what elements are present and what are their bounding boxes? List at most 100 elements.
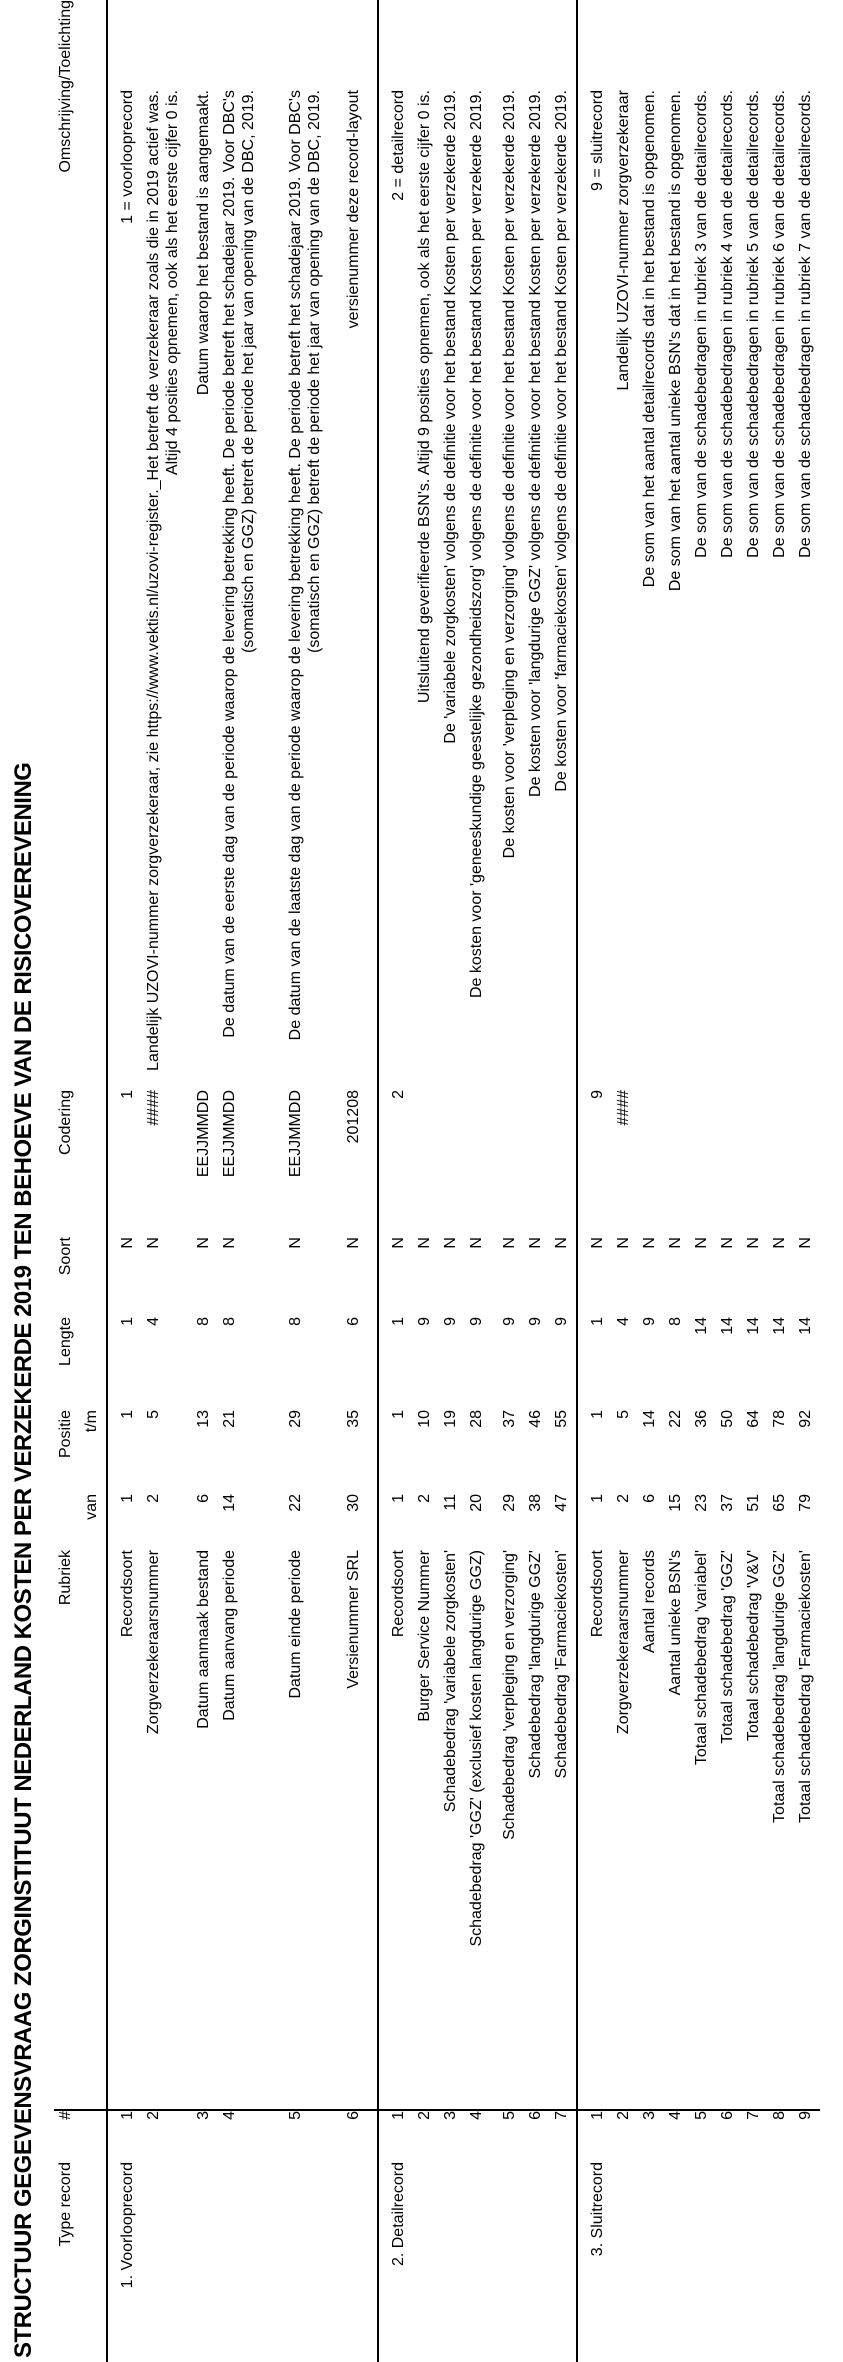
cell-omschrijving: versienummer deze record-layout	[342, 0, 378, 1090]
cell-soort: N	[221, 1237, 238, 1249]
cell-omschrijving: Datum waarop het bestand is aangemaakt.	[192, 0, 218, 1090]
cell-rubriek: Recordsoort	[589, 1550, 606, 1638]
cell-rubriek: Recordsoort	[390, 1550, 407, 1638]
cell-van: 2	[145, 1494, 162, 1503]
omschrijving-text: De datum van de eerste dag van de period…	[221, 90, 257, 1038]
spec-row: 5 Datum einde periode 22 29 8 N EEJJMMDD De dat…	[284, 0, 342, 2362]
header-omschrijving: Omschrijving/Toelichting	[57, 0, 74, 173]
record-type-label: 3. Sluitrecord	[589, 2162, 606, 2257]
cell-rubriek: Schadebedrag 'langdurige GGZ'	[527, 1550, 544, 1779]
cell-tm: 21	[221, 1410, 238, 1428]
cell-nr: 4	[218, 2110, 284, 2162]
cell-tm: 36	[693, 1410, 710, 1428]
cell-rubriek: Aantal unieke BSN's	[667, 1550, 684, 1696]
cell-van: 65	[771, 1494, 788, 1512]
spec-row: 9 Totaal schadebedrag 'Farmaciekosten' 79 9…	[794, 0, 820, 2362]
cell-soort: N	[527, 1237, 544, 1249]
cell-nr: 9	[794, 2110, 820, 2162]
cell-soort: N	[553, 1237, 570, 1249]
cell-omschrijving: 9 = sluitrecord	[577, 0, 612, 1090]
cell-codering	[550, 1090, 577, 1237]
cell-rubriek: Burger Service Nummer	[416, 1550, 433, 1722]
cell-codering	[638, 1090, 664, 1237]
omschrijving-text: Landelijk UZOVI-nummer zorgverzekeraar	[615, 90, 632, 391]
cell-lengte: 1	[119, 1317, 136, 1326]
record-group: 1. Voorlooprecord 1 Recordsoort 1 1 1 N 1 1 = vo…	[107, 0, 378, 2362]
cell-codering	[524, 1090, 550, 1237]
cell-soort: N	[797, 1237, 814, 1249]
cell-lengte: 8	[195, 1317, 212, 1326]
cell-rubriek: Totaal schadebedrag 'langdurige GGZ'	[771, 1550, 788, 1823]
cell-rubriek: Recordsoort	[119, 1550, 136, 1638]
omschrijving-text: De som van de schadebedragen in rubriek …	[745, 90, 762, 558]
cell-nr: 5	[690, 2110, 716, 2162]
cell-nr: 7	[550, 2110, 577, 2162]
header-lengte: Lengte	[57, 1317, 74, 1366]
omschrijving-text: versienummer deze record-layout	[345, 90, 362, 329]
omschrijving-text: Uitsluitend geverifieerde BSN's. Altijd …	[416, 90, 433, 704]
cell-codering	[716, 1090, 742, 1237]
cell-lengte: 8	[667, 1317, 684, 1326]
cell-codering	[439, 1090, 465, 1237]
cell-tm: 29	[287, 1410, 304, 1428]
cell-van: 2	[416, 1494, 433, 1503]
cell-codering	[498, 1090, 524, 1237]
omschrijving-text: De kosten voor 'farmaciekosten' volgens …	[553, 90, 570, 792]
spec-row: 6 Totaal schadebedrag 'GGZ' 37 50 14 N De som …	[716, 0, 742, 2362]
cell-lengte: 1	[390, 1317, 407, 1326]
omschrijving-text: Datum waarop het bestand is aangemaakt.	[195, 90, 212, 396]
cell-nr: 6	[716, 2110, 742, 2162]
cell-rubriek: Datum aanmaak bestand	[195, 1550, 212, 1729]
spec-row: 3 Aantal records 6 14 9 N De som van het aanta…	[638, 0, 664, 2362]
cell-omschrijving: De som van de schadebedragen in rubriek …	[742, 0, 768, 1090]
cell-lengte: 9	[553, 1317, 570, 1326]
cell-lengte: 9	[527, 1317, 544, 1326]
cell-rubriek: Schadebedrag 'variabele zorgkosten'	[442, 1550, 459, 1813]
header-soort: Soort	[57, 1237, 74, 1276]
cell-tm: 1	[390, 1410, 407, 1419]
cell-soort: N	[345, 1237, 362, 1249]
cell-omschrijving: 2 = detailrecord	[378, 0, 413, 1090]
omschrijving-text: De som van het aantal detailrecords dat …	[641, 90, 658, 588]
omschrijving-text: 2 = detailrecord	[390, 90, 407, 201]
table-header: Type record # Rubriek Positie Lengte Soo…	[54, 0, 107, 2362]
spec-row: 2 Burger Service Nummer 2 10 9 N Uitsluitend g…	[413, 0, 439, 2362]
cell-soort: N	[501, 1237, 518, 1249]
cell-codering: ####	[615, 1090, 632, 1126]
cell-lengte: 8	[287, 1317, 304, 1326]
spec-row: 3 Datum aanmaak bestand 6 13 8 N EEJJMMDD Datum…	[192, 0, 218, 2362]
cell-rubriek: Datum aanvang periode	[221, 1550, 238, 1721]
cell-soort: N	[287, 1237, 304, 1249]
cell-rubriek: Totaal schadebedrag 'Farmaciekosten'	[797, 1550, 814, 1823]
cell-van: 47	[553, 1494, 570, 1512]
cell-nr: 1	[107, 2110, 142, 2162]
cell-lengte: 1	[589, 1317, 606, 1326]
cell-omschrijving: De som van het aantal unieke BSN's dat i…	[664, 0, 690, 1090]
cell-lengte: 14	[719, 1317, 736, 1335]
cell-soort: N	[589, 1237, 606, 1249]
cell-nr: 3	[192, 2110, 218, 2162]
cell-rubriek: Totaal schadebedrag 'variabel'	[693, 1550, 710, 1766]
cell-omschrijving: De datum van de eerste dag van de period…	[218, 0, 284, 1090]
spec-row: 2. Detailrecord 1 Recordsoort 1 1 1 N 2 2 = deta…	[378, 0, 413, 2362]
record-group: 3. Sluitrecord 1 Recordsoort 1 1 1 N 9 9 = sluit…	[577, 0, 820, 2362]
cell-tm: 46	[527, 1410, 544, 1428]
cell-nr: 2	[142, 2110, 192, 2162]
cell-omschrijving: De som van de schadebedragen in rubriek …	[794, 0, 820, 1090]
cell-nr: 8	[768, 2110, 794, 2162]
cell-van: 14	[221, 1494, 238, 1512]
cell-van: 51	[745, 1494, 762, 1512]
cell-codering	[768, 1090, 794, 1237]
spec-row: 6 Versienummer SRL 30 35 6 N 201208 versienumme…	[342, 0, 378, 2362]
cell-van: 37	[719, 1494, 736, 1512]
cell-lengte: 14	[693, 1317, 710, 1335]
cell-van: 22	[287, 1494, 304, 1512]
cell-soort: N	[145, 1237, 162, 1249]
cell-omschrijving: Landelijk UZOVI-nummer zorgverzekeraar, …	[142, 0, 192, 1090]
cell-tm: 35	[345, 1410, 362, 1428]
record-type-label: 2. Detailrecord	[390, 2162, 407, 2267]
cell-lengte: 4	[615, 1317, 632, 1326]
cell-soort: N	[195, 1237, 212, 1249]
cell-soort: N	[615, 1237, 632, 1249]
header-rubriek: Rubriek	[57, 1550, 74, 1606]
